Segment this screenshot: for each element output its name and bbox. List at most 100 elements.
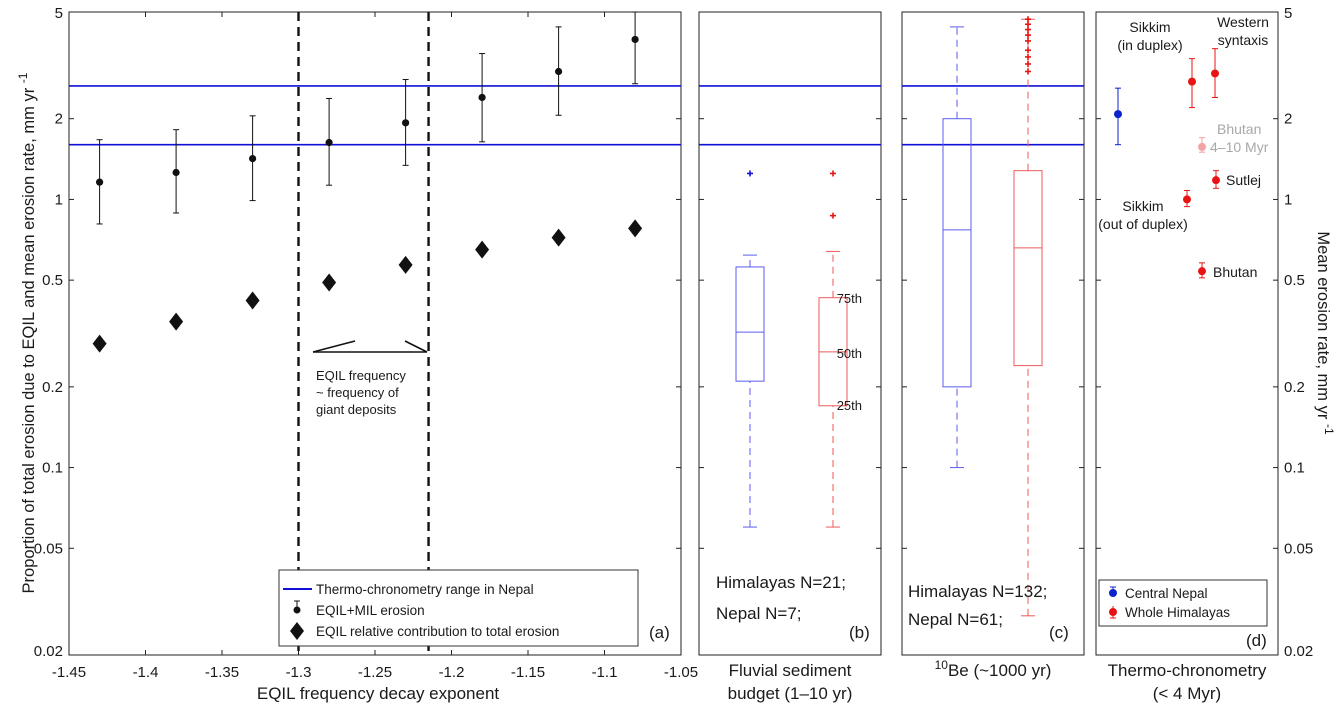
- thermo-point: [1198, 142, 1206, 151]
- y-tick-label-left: 0.05: [34, 540, 63, 557]
- panel-c-frame: [901, 11, 1085, 656]
- label-sikkim-in-2: (in duplex): [1117, 37, 1182, 53]
- xlabel-a: EQIL frequency decay exponent: [257, 684, 500, 703]
- annotation-line3: giant deposits: [316, 402, 397, 417]
- y-tick-label-left: 0.5: [42, 272, 63, 289]
- label-sikkim-out-1: Sikkim: [1122, 198, 1163, 214]
- eqil-mil-point: [402, 119, 410, 127]
- y-tick-label-left: 0.2: [42, 379, 63, 396]
- pct-50th: 50th: [837, 346, 862, 361]
- eqil-relative-diamond: [628, 219, 643, 238]
- annotation-line1: EQIL frequency: [316, 368, 406, 383]
- legend-d: Central Nepal Whole Himalayas: [1098, 579, 1268, 627]
- x-tick-label: -1.15: [511, 664, 545, 681]
- y-tick-label-left: 0.1: [42, 460, 63, 477]
- panel-d-frame: [1095, 11, 1279, 656]
- legend-swatch-diamond: [290, 622, 304, 640]
- thermo-point: [1212, 176, 1220, 185]
- thermo-point: [1188, 77, 1196, 86]
- thermo-point: [1114, 110, 1122, 119]
- eqil-mil-point: [478, 93, 486, 102]
- eqil-mil-point: [631, 35, 639, 44]
- eqil-relative-diamond: [322, 273, 337, 292]
- label-sikkim-out-2: (out of duplex): [1098, 216, 1188, 232]
- x-tick-label: -1.05: [664, 664, 698, 681]
- eqil-mil-point: [325, 138, 333, 147]
- text-b-line1: Himalayas N=21;: [716, 573, 846, 592]
- xlabel-d-line1: Thermo-chronometry: [1108, 661, 1267, 680]
- eqil-relative-diamond: [92, 334, 107, 353]
- legend-item-thermo: Thermo-chronometry range in Nepal: [316, 582, 534, 597]
- y-tick-label-left: 1: [55, 191, 63, 208]
- legend-swatch-dot: [293, 606, 301, 614]
- xlabel-b-line2: budget (1–10 yr): [728, 684, 853, 703]
- eqil-relative-diamond: [551, 228, 566, 247]
- thermo-point: [1211, 69, 1219, 78]
- panel-a-frame: [68, 11, 682, 656]
- y-tick-label-left: 5: [55, 5, 63, 22]
- text-c-line1: Himalayas N=132;: [908, 582, 1047, 601]
- x-tick-label: -1.1: [592, 664, 618, 681]
- ylabel-right: Mean erosion rate, mm yr -1: [1314, 231, 1336, 435]
- pct-75th: 75th: [837, 291, 862, 306]
- annotation-line2: ~ frequency of: [316, 385, 399, 400]
- y-tick-label-right: 0.05: [1284, 540, 1313, 557]
- box-c-himalayas-box: [942, 118, 972, 388]
- thermo-point: [1183, 195, 1191, 204]
- legend-item-whole: Whole Himalayas: [1125, 605, 1230, 620]
- y-tick-label-right: 2: [1284, 111, 1292, 128]
- y-tick-label-left: 2: [55, 111, 63, 128]
- y-tick-label-right: 0.2: [1284, 379, 1305, 396]
- panel-b-frame: [698, 11, 882, 656]
- y-tick-label-left: 0.02: [34, 643, 63, 660]
- xlabel-b-line1: Fluvial sediment: [729, 661, 852, 680]
- label-bhutan-old-2: 4–10 Myr: [1210, 139, 1269, 155]
- legend-item-eqil-rel: EQIL relative contribution to total eros…: [316, 624, 559, 639]
- x-tick-label: -1.45: [52, 664, 86, 681]
- legend-item-central: Central Nepal: [1125, 586, 1208, 601]
- x-tick-label: -1.35: [205, 664, 239, 681]
- panel-label-b: (b): [849, 623, 870, 642]
- legend-swatch-central: [1109, 589, 1117, 597]
- y-tick-label-right: 0.5: [1284, 272, 1305, 289]
- box-c-nepal-box: [1013, 170, 1043, 367]
- eqil-relative-diamond: [169, 312, 184, 331]
- y-tick-label-right: 0.1: [1284, 460, 1305, 477]
- y-tick-label-right: 0.02: [1284, 643, 1313, 660]
- tick-layer: [68, 11, 1278, 656]
- annotation-arrow: [312, 340, 428, 353]
- x-tick-label: -1.25: [358, 664, 392, 681]
- label-bhutan: Bhutan: [1213, 264, 1257, 280]
- eqil-relative-diamond: [475, 240, 490, 259]
- label-sutlej: Sutlej: [1226, 172, 1261, 188]
- label-western-1: Western: [1217, 14, 1269, 30]
- x-tick-label: -1.2: [439, 664, 465, 681]
- text-c-line2: Nepal N=61;: [908, 610, 1003, 629]
- eqil-relative-diamond: [398, 255, 413, 274]
- label-sikkim-in-1: Sikkim: [1129, 19, 1170, 35]
- eqil-mil-point: [249, 154, 257, 163]
- y-tick-label-right: 5: [1284, 5, 1292, 22]
- legend-a: Thermo-chronometry range in Nepal EQIL+M…: [278, 569, 639, 647]
- legend-swatch-whole: [1109, 608, 1117, 616]
- y-tick-label-right: 1: [1284, 191, 1292, 208]
- pct-25th: 25th: [837, 398, 862, 413]
- box-b-himalayas-box: [735, 266, 765, 382]
- panel-label-a: (a): [649, 623, 670, 642]
- eqil-relative-diamond: [245, 291, 260, 310]
- xlabel-c: 10Be (~1000 yr): [935, 658, 1052, 680]
- ylabel-left: Proportion of total erosion due to EQIL …: [16, 72, 38, 593]
- eqil-mil-point: [172, 168, 180, 177]
- text-b-line2: Nepal N=7;: [716, 604, 802, 623]
- thermo-point: [1198, 267, 1206, 276]
- content-layer: 0.02 0.02 0.05 0.05 0.1 0.1 0.2 0.2 0.5 0.5 1 1 2 2 5 5…: [34, 5, 1313, 681]
- eqil-mil-point: [555, 67, 563, 76]
- eqil-mil-point: [96, 178, 104, 186]
- panel-label-d: (d): [1246, 631, 1267, 650]
- panel-label-c: (c): [1049, 623, 1069, 642]
- xlabel-d-line2: (< 4 Myr): [1153, 684, 1221, 703]
- x-tick-label: -1.4: [133, 664, 159, 681]
- label-bhutan-old-1: Bhutan: [1217, 121, 1261, 137]
- legend-item-eqil-mil: EQIL+MIL erosion: [316, 603, 425, 618]
